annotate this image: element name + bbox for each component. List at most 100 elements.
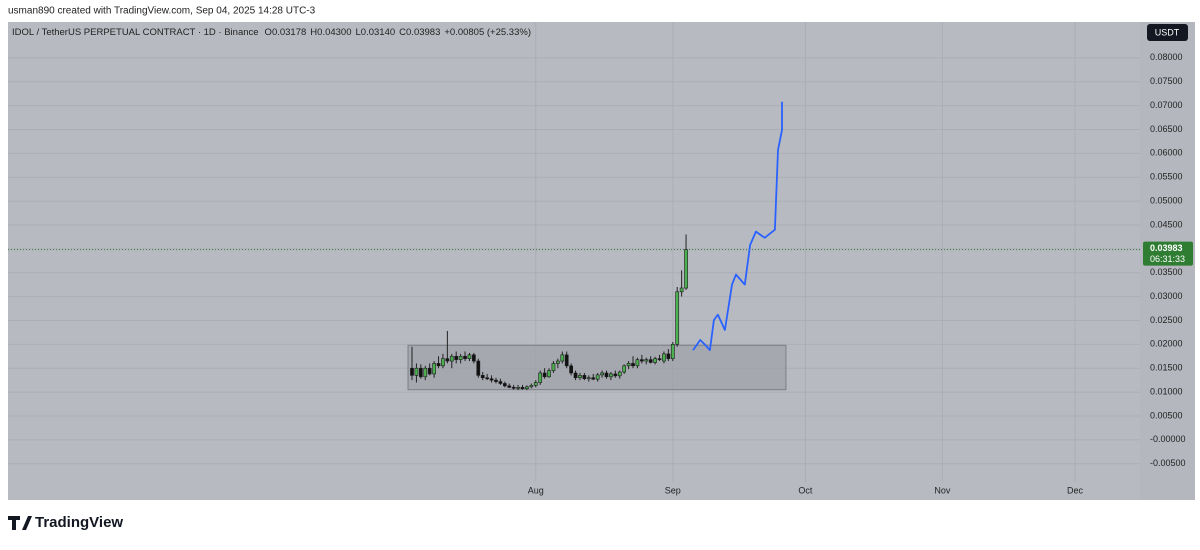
caption: usman890 created with TradingView.com, S… — [8, 6, 316, 17]
ohlc-value: 0.04300 — [317, 27, 351, 38]
candle-body — [498, 381, 503, 384]
candle-body — [684, 249, 688, 289]
y-tick-label: -0.00000 — [1150, 434, 1186, 444]
candle-body — [609, 373, 613, 378]
candle-body — [494, 379, 498, 382]
candle-body — [467, 354, 472, 359]
candle-body — [418, 367, 423, 378]
candle-body — [551, 363, 556, 371]
x-tick-label: Dec — [1067, 485, 1084, 495]
candle-body — [631, 363, 635, 367]
chart-panel — [8, 22, 1195, 500]
candle-body — [538, 372, 543, 383]
candle-body — [604, 372, 609, 378]
brand-name: TradingView — [35, 514, 123, 531]
brand: TradingView — [8, 514, 123, 531]
ohlc-value: 0.03140 — [361, 27, 395, 38]
candle-body — [480, 375, 485, 379]
candle-body — [507, 385, 512, 388]
candle-body — [472, 354, 476, 362]
y-tick-label: 0.03000 — [1150, 291, 1183, 301]
y-tick-label: 0.07000 — [1150, 100, 1183, 110]
candle-body — [595, 374, 600, 380]
candle-body — [600, 372, 604, 376]
candle-body — [458, 355, 463, 360]
candle-body — [640, 359, 644, 362]
candle-body — [648, 359, 653, 363]
y-tick-label: 0.07500 — [1150, 76, 1183, 86]
ohlc-value: 0.03983 — [406, 27, 440, 38]
candle-body — [662, 353, 666, 362]
candle-body — [617, 371, 622, 377]
candle-body — [666, 353, 671, 359]
candle-body — [542, 372, 547, 378]
candle-body — [445, 358, 450, 362]
candle-body — [520, 387, 525, 390]
candle-body — [502, 383, 507, 387]
y-tick-label: 0.02500 — [1150, 315, 1183, 325]
candle-body — [679, 287, 684, 293]
y-tick-label: 0.05500 — [1150, 172, 1183, 182]
candle-body — [525, 386, 529, 390]
ohlc-key: O — [265, 27, 272, 38]
x-tick-label: Aug — [528, 485, 544, 495]
candle-body — [427, 367, 432, 375]
x-tick-label: Oct — [798, 485, 813, 495]
candle-body — [533, 382, 538, 386]
candle-body — [463, 355, 467, 359]
change: +0.00805 (+25.33%) — [444, 27, 531, 38]
candle-body — [582, 375, 587, 380]
candle-body — [410, 367, 414, 376]
candle-body — [675, 291, 680, 345]
candle-body — [670, 344, 675, 359]
candle-body — [578, 375, 582, 379]
symbol-legend: IDOL / TetherUS PERPETUAL CONTRACT · 1D … — [12, 27, 531, 38]
candle-body — [644, 359, 649, 362]
candle-body — [414, 367, 419, 376]
candle-body — [573, 372, 578, 379]
x-tick-label: Sep — [665, 485, 681, 495]
y-tick-label: 0.00500 — [1150, 410, 1183, 420]
y-tick-label: 0.03500 — [1150, 267, 1183, 277]
ohlc-key: L — [356, 27, 361, 38]
candle-body — [485, 377, 489, 380]
range-box — [407, 344, 787, 391]
candle-body — [564, 354, 569, 367]
candle-body — [489, 378, 494, 381]
symbol-title: IDOL / TetherUS PERPETUAL CONTRACT · 1D … — [12, 27, 531, 38]
candle-body — [569, 365, 573, 374]
y-tick-label: -0.00500 — [1150, 458, 1186, 468]
x-tick-label: Nov — [934, 485, 951, 495]
y-tick-label: 0.06500 — [1150, 124, 1183, 134]
currency-button[interactable] — [1147, 24, 1188, 41]
candle-body — [476, 360, 481, 376]
last-price-label: 0.03983 — [1150, 243, 1183, 253]
ohlc-key: H — [310, 27, 317, 38]
ohlc-key: C — [399, 27, 406, 38]
candle-body — [560, 354, 565, 362]
y-tick-label: 0.05000 — [1150, 195, 1183, 205]
candle-body — [529, 385, 534, 388]
candle-body — [657, 358, 662, 360]
countdown-label: 06:31:33 — [1150, 254, 1185, 264]
candle-body — [449, 355, 454, 362]
currency-label: USDT — [1155, 27, 1180, 37]
candle-body — [653, 358, 657, 363]
candle-body — [613, 373, 618, 377]
candle-body — [591, 377, 596, 380]
candle-body — [635, 359, 640, 367]
last-price-badge — [1143, 241, 1193, 266]
candle-body — [622, 365, 627, 373]
candle-body — [626, 363, 631, 367]
y-tick-label: 0.02000 — [1150, 339, 1183, 349]
brand-logo — [8, 516, 32, 530]
candle-body — [441, 358, 445, 367]
candle-body — [423, 367, 428, 378]
symbol-name: IDOL / TetherUS PERPETUAL CONTRACT · 1D … — [12, 27, 259, 38]
candle-body — [432, 363, 436, 375]
candle-body — [454, 355, 459, 360]
candle-body — [547, 370, 551, 378]
y-tick-label: 0.06000 — [1150, 148, 1183, 158]
y-tick-label: 0.01000 — [1150, 386, 1183, 396]
